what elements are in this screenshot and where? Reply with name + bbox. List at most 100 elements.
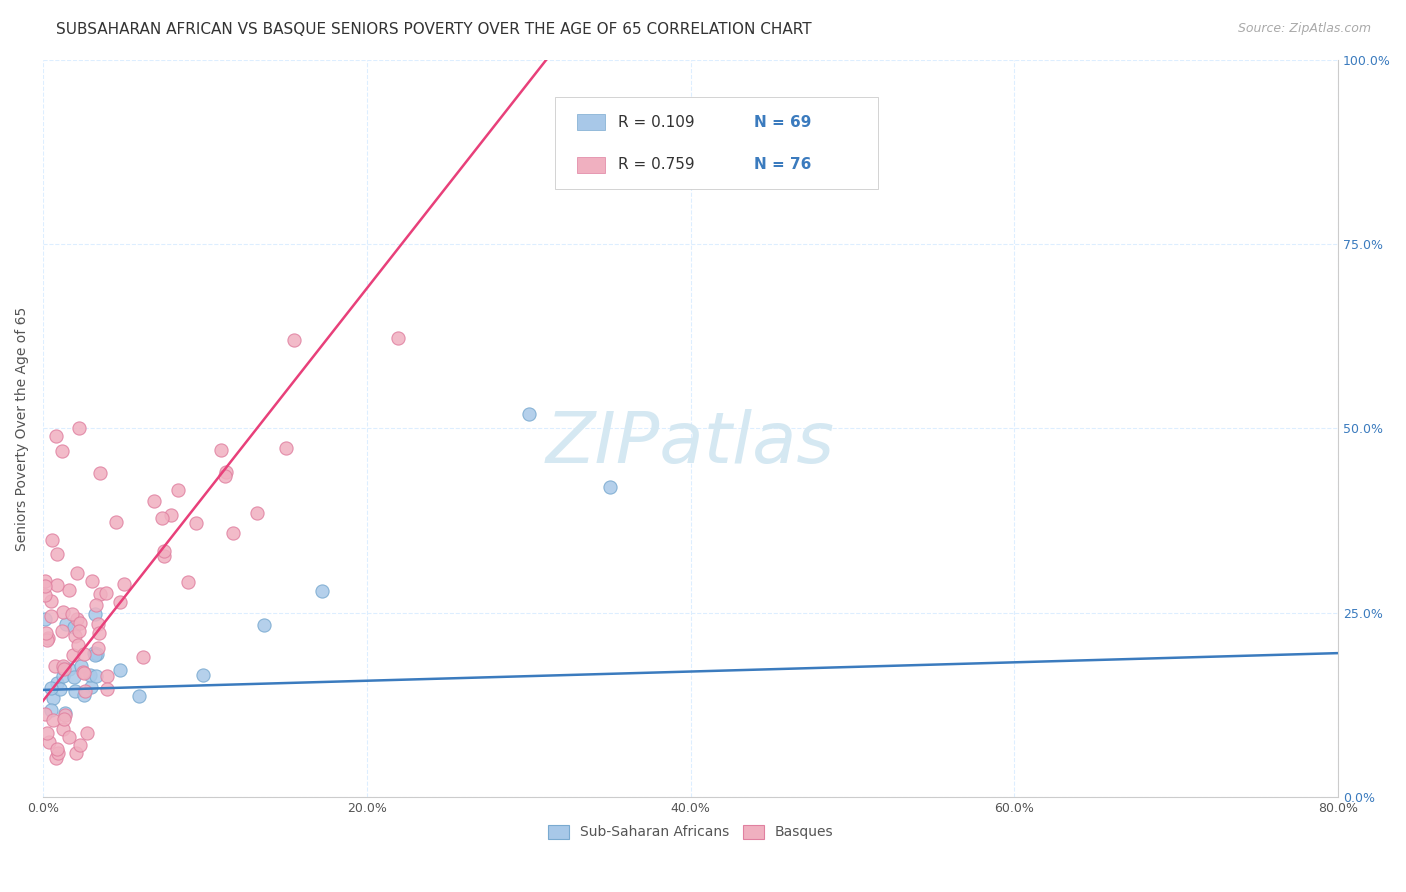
Text: R = 0.759: R = 0.759 (619, 157, 695, 172)
FancyBboxPatch shape (576, 157, 605, 173)
Point (86, 647, 108, 661)
Point (83, 646, 105, 660)
Point (76, 726, 98, 740)
Point (52, 658, 75, 673)
Point (44, 659, 66, 673)
Point (45, 751, 67, 765)
Point (45, 578, 67, 592)
Point (87, 616, 110, 631)
Point (37, 632, 59, 647)
Point (63, 629, 86, 643)
Point (73, 684, 96, 698)
Point (84, 599, 107, 613)
Point (276, 441, 298, 455)
Point (112, 576, 135, 591)
Point (131, 649, 153, 664)
Point (62, 670, 84, 684)
Point (69, 615, 91, 630)
Point (311, 584, 333, 599)
FancyBboxPatch shape (554, 97, 879, 189)
Point (60, 607, 83, 621)
Point (52, 660, 75, 674)
Point (58, 582, 80, 597)
Point (37, 726, 59, 740)
Point (142, 493, 165, 508)
Point (153, 549, 176, 563)
Point (89, 466, 111, 480)
Point (80, 574, 103, 588)
Point (58, 661, 80, 675)
Point (387, 330, 409, 344)
Point (34, 588, 56, 602)
Point (34, 612, 56, 626)
Point (34, 574, 56, 589)
Point (45, 676, 67, 690)
Point (191, 668, 214, 682)
Text: N = 76: N = 76 (754, 157, 811, 172)
Point (153, 544, 176, 558)
Point (69, 624, 91, 638)
Point (209, 443, 232, 458)
Point (73, 647, 96, 661)
Legend: Sub-Saharan Africans, Basques: Sub-Saharan Africans, Basques (543, 819, 839, 845)
Point (41, 533, 63, 547)
Point (80, 681, 103, 695)
Point (89, 587, 111, 601)
Point (67, 638, 90, 652)
Text: SUBSAHARAN AFRICAN VS BASQUE SENIORS POVERTY OVER THE AGE OF 65 CORRELATION CHAR: SUBSAHARAN AFRICAN VS BASQUE SENIORS POV… (56, 22, 811, 37)
FancyBboxPatch shape (576, 114, 605, 130)
Point (108, 663, 131, 677)
Point (52, 669, 75, 683)
Point (167, 483, 190, 497)
Point (87, 625, 110, 640)
Point (73, 666, 96, 681)
Point (46, 547, 69, 561)
Point (51, 443, 73, 458)
Point (70, 658, 93, 673)
Point (160, 508, 183, 522)
Point (58, 731, 80, 745)
Point (150, 510, 173, 524)
Point (45, 429, 67, 443)
Point (52, 712, 75, 726)
Point (62, 620, 84, 634)
Point (177, 575, 200, 590)
Point (599, 480, 621, 494)
Point (53, 706, 76, 720)
Point (42, 690, 65, 705)
Point (52, 723, 75, 737)
Point (38, 735, 60, 749)
Point (46, 747, 69, 761)
Point (55, 617, 77, 632)
Point (94, 586, 117, 600)
Point (41, 594, 63, 608)
Point (52, 605, 75, 619)
Point (46, 742, 69, 756)
Y-axis label: Seniors Poverty Over the Age of 65: Seniors Poverty Over the Age of 65 (15, 306, 30, 550)
Point (37, 631, 59, 645)
Point (72, 665, 94, 679)
Point (39, 703, 62, 717)
Text: R = 0.109: R = 0.109 (619, 114, 695, 129)
Point (62, 648, 84, 663)
Point (83, 648, 105, 663)
Point (87, 640, 110, 655)
Point (65, 746, 87, 760)
Point (186, 516, 208, 530)
Point (79, 668, 101, 682)
Point (84, 607, 107, 622)
Point (84, 669, 107, 683)
Point (39, 608, 62, 623)
Point (517, 407, 540, 421)
Point (214, 469, 236, 483)
Point (69, 738, 91, 752)
Point (66, 612, 89, 626)
Point (39, 681, 62, 695)
Point (283, 333, 305, 347)
Point (215, 466, 238, 480)
Point (128, 689, 150, 703)
Point (96, 669, 118, 683)
Point (42, 713, 65, 727)
Point (110, 595, 132, 609)
Point (96, 681, 118, 696)
